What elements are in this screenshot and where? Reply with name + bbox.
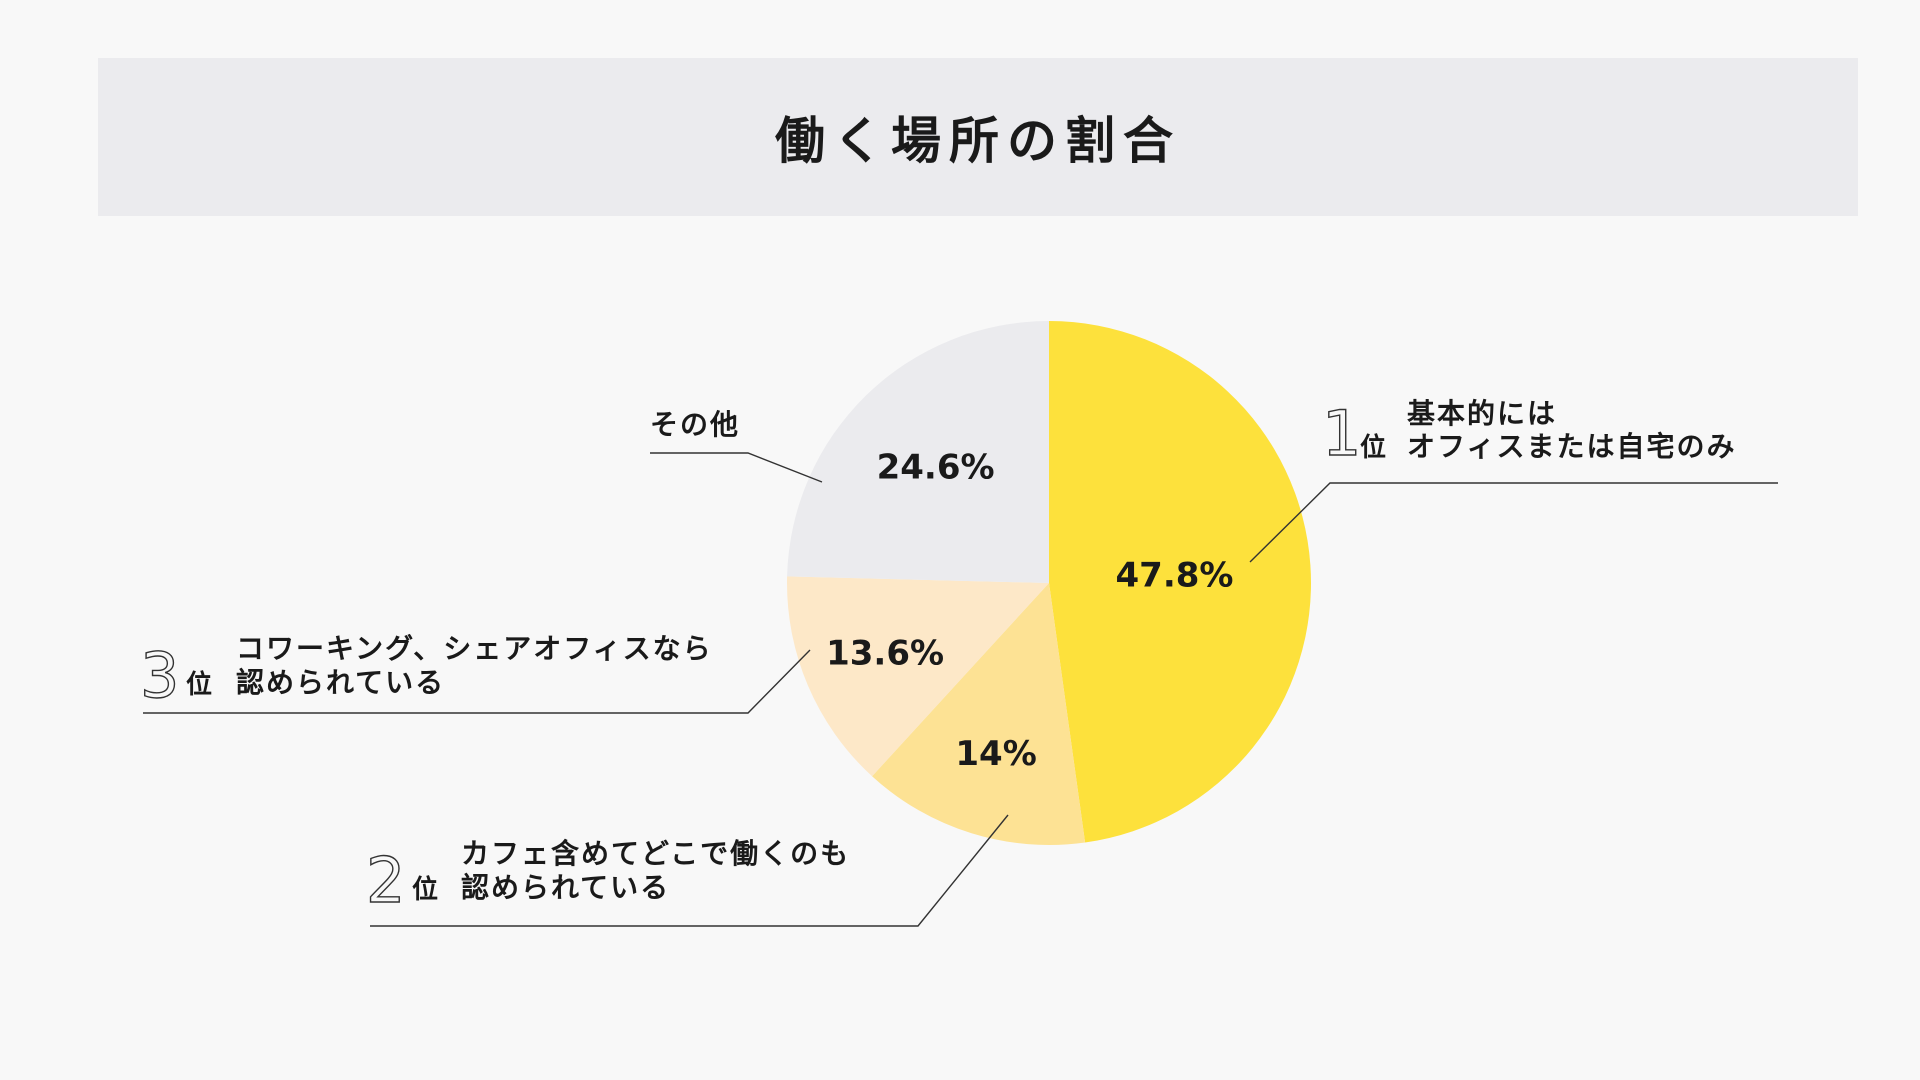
- slice-label-3-line-2: 認められている: [236, 666, 445, 699]
- pie-slice-2: [872, 583, 1086, 845]
- slice-label-1-line-2: オフィスまたは自宅のみ: [1407, 430, 1736, 463]
- leader-line-2: [370, 814, 1009, 927]
- rank-suffix-3: 位: [186, 669, 212, 700]
- pie-value-label-1: 47.8%: [1116, 555, 1234, 595]
- slice-label-1: 1 位 基本的には オフィスまたは自宅のみ: [1249, 396, 1778, 563]
- chart-title: 働く場所の割合: [775, 112, 1181, 170]
- leader-line-1: [1249, 482, 1778, 563]
- leader-line-other: [650, 452, 823, 483]
- rank-number-3: 3: [140, 639, 179, 712]
- slice-label-3: 3 位 コワーキング、シェアオフィスなら 認められている: [139, 632, 811, 714]
- rank-suffix-2: 位: [412, 874, 438, 905]
- pie-slice-3: [786, 576, 1049, 777]
- pie-value-label-2: 14%: [955, 734, 1036, 774]
- pie-slice-1: [1049, 321, 1311, 843]
- title-band: 働く場所の割合: [98, 58, 1858, 216]
- rank-number-2: 2: [366, 844, 405, 917]
- slice-label-2-line-1: カフェ含めてどこで働くのも: [461, 837, 850, 870]
- slice-label-3-line-1: コワーキング、シェアオフィスなら: [236, 632, 713, 665]
- pie-value-label-4: 24.6%: [877, 448, 995, 488]
- slice-label-other-text: その他: [650, 408, 740, 441]
- slice-label-2-line-2: 認められている: [461, 871, 670, 904]
- pie-slice-4: [787, 321, 1049, 583]
- slice-label-other: その他: [650, 408, 823, 483]
- slice-label-1-line-1: 基本的には: [1407, 397, 1557, 430]
- rank-number-1: 1: [1322, 397, 1361, 470]
- leader-line-3: [143, 649, 811, 714]
- slice-label-2: 2 位 カフェ含めてどこで働くのも 認められている: [365, 814, 1009, 927]
- rank-suffix-1: 位: [1360, 432, 1386, 463]
- pie-value-label-3: 13.6%: [826, 634, 944, 674]
